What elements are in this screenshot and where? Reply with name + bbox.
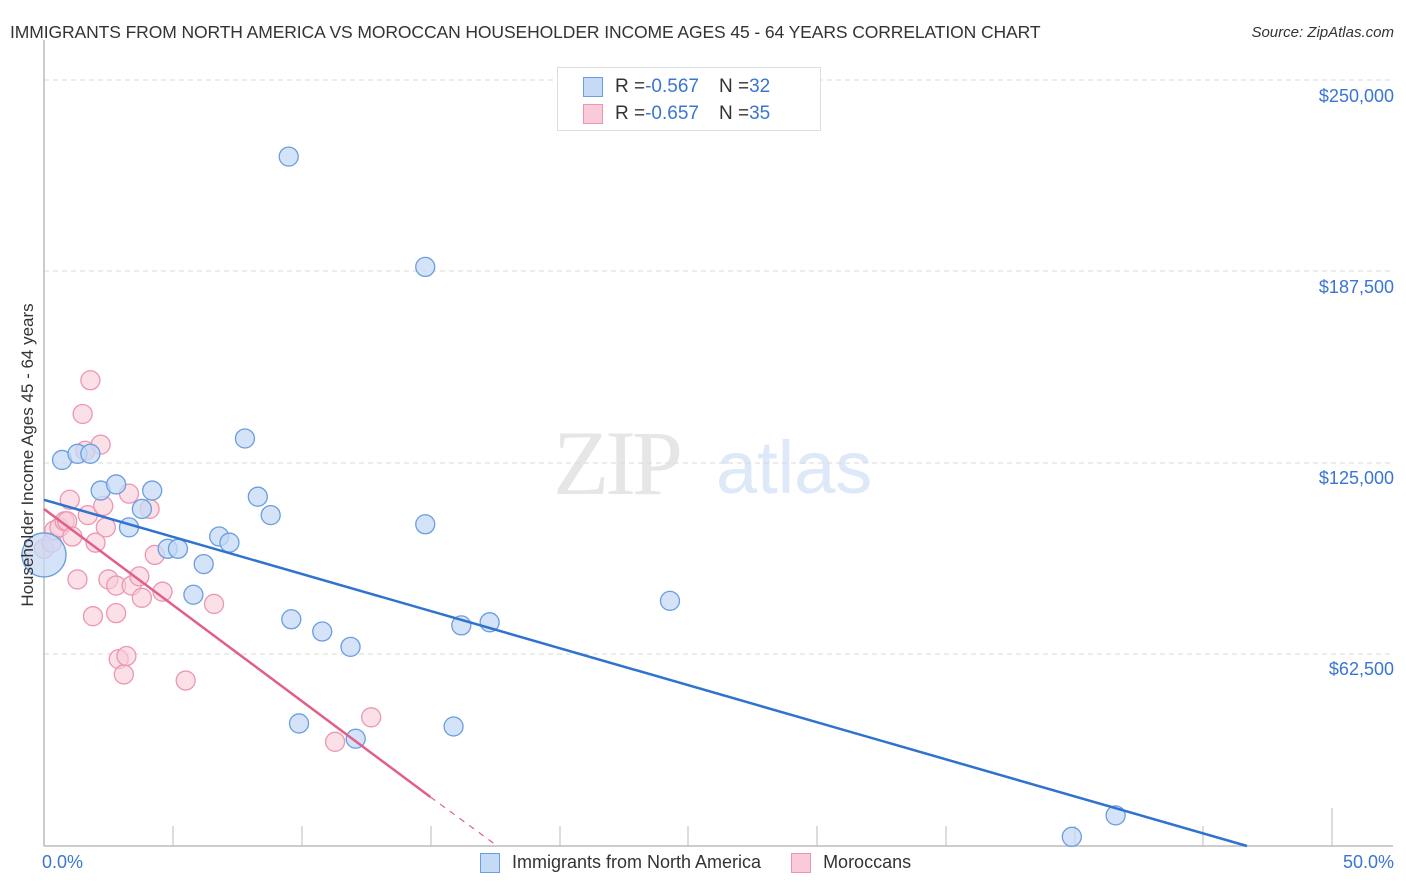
r-value: -0.657 xyxy=(645,103,699,124)
source-label: Source: ZipAtlas.com xyxy=(1251,24,1394,41)
data-point xyxy=(175,670,196,691)
n-value: 32 xyxy=(749,76,771,97)
n-value: 35 xyxy=(749,103,771,124)
legend-row-north-america: R = -0.567 N = 32 xyxy=(583,75,770,99)
y-axis-label: Householder Income Ages 45 - 64 years xyxy=(18,303,37,607)
data-point xyxy=(659,590,681,612)
data-point xyxy=(183,584,204,605)
data-point xyxy=(67,569,88,590)
data-point xyxy=(129,566,150,587)
data-point xyxy=(167,538,189,559)
data-point xyxy=(219,532,240,553)
data-point xyxy=(105,474,127,495)
y-tick-62500: $62,500 xyxy=(1328,659,1394,679)
data-point xyxy=(415,256,436,278)
data-point xyxy=(324,731,346,752)
y-tick-187500: $187,500 xyxy=(1318,277,1394,297)
data-point xyxy=(234,428,256,449)
watermark-atlas: atlas xyxy=(716,426,873,509)
legend-swatch-blue xyxy=(583,77,603,97)
data-point xyxy=(203,593,225,615)
r-label: R = xyxy=(615,76,646,97)
legend-item-north-america[interactable]: Immigrants from North America xyxy=(480,852,761,873)
data-point xyxy=(281,609,302,630)
y-tick-125000: $125,000 xyxy=(1318,468,1394,488)
data-point xyxy=(72,403,93,425)
trend-line xyxy=(43,498,1248,848)
data-point xyxy=(131,587,153,608)
series-legend: Immigrants from North America Moroccans xyxy=(480,852,941,873)
r-value: -0.567 xyxy=(645,76,699,97)
legend-row-moroccans: R = -0.657 N = 35 xyxy=(583,102,770,126)
trend-line xyxy=(430,796,498,847)
trend-lines xyxy=(43,498,1248,848)
gridlines xyxy=(44,79,1393,655)
data-point xyxy=(340,636,361,657)
y-tick-250000: $250,000 xyxy=(1318,86,1394,106)
data-point xyxy=(260,504,281,526)
data-point xyxy=(1061,826,1082,847)
data-point xyxy=(288,713,310,734)
data-point xyxy=(193,553,214,575)
n-label: N = xyxy=(718,76,750,97)
x-tick-0: 0.0% xyxy=(42,852,84,872)
data-point xyxy=(312,621,333,642)
axes xyxy=(43,40,1393,847)
data-point xyxy=(278,146,299,167)
r-label: R = xyxy=(615,103,646,124)
data-point xyxy=(142,480,163,501)
x-tick-50: 50.0% xyxy=(1342,852,1394,872)
data-point xyxy=(85,532,106,553)
trend-line xyxy=(43,507,432,798)
legend-swatch-pink xyxy=(791,852,812,873)
data-point xyxy=(443,716,464,737)
data-point xyxy=(82,606,104,627)
n-label: N = xyxy=(718,103,750,124)
data-point xyxy=(80,443,101,464)
correlation-legend: R = -0.567 N = 32 R = -0.657 N = 35 xyxy=(557,67,821,131)
legend-swatch-pink xyxy=(583,104,603,124)
data-point xyxy=(247,486,268,507)
north-america-points xyxy=(21,146,1126,847)
data-point xyxy=(105,602,127,624)
data-point xyxy=(116,645,137,667)
watermark-zip: ZIP xyxy=(553,412,683,514)
legend-label: Immigrants from North America xyxy=(512,852,762,872)
data-point xyxy=(131,498,153,520)
data-point xyxy=(80,370,101,391)
legend-label: Moroccans xyxy=(823,852,912,872)
data-point xyxy=(21,532,67,578)
chart-title: IMMIGRANTS FROM NORTH AMERICA VS MOROCCA… xyxy=(10,22,1041,42)
legend-item-moroccans[interactable]: Moroccans xyxy=(791,852,911,873)
data-point xyxy=(361,707,382,728)
data-point xyxy=(415,514,436,535)
data-point xyxy=(113,664,135,685)
legend-swatch-blue xyxy=(480,852,500,873)
